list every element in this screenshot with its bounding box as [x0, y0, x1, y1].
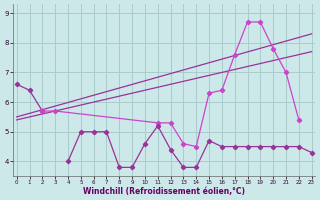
X-axis label: Windchill (Refroidissement éolien,°C): Windchill (Refroidissement éolien,°C): [83, 187, 245, 196]
